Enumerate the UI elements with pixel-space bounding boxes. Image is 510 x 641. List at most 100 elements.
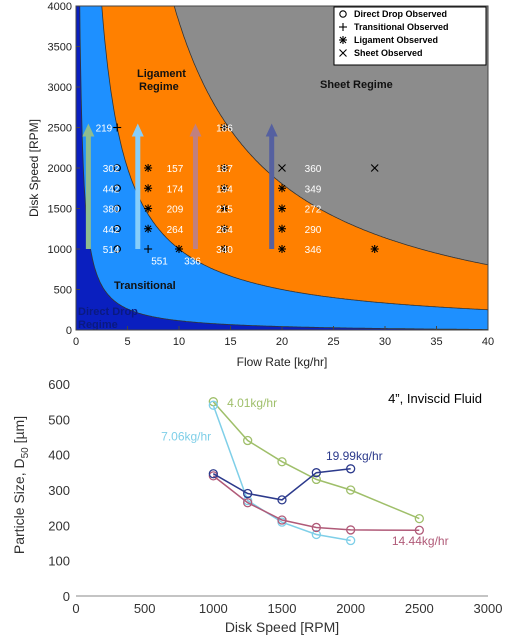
series-label: 19.99kg/hr: [326, 449, 383, 463]
point-annotation: 336: [184, 256, 201, 267]
series-label: 7.06kg/hr: [161, 430, 211, 444]
series-point: [243, 488, 253, 499]
point-annotation: 340: [216, 245, 233, 256]
point-annotation: 442: [103, 184, 120, 195]
point-annotation: 514: [103, 245, 120, 256]
data-point-asterisk: [144, 184, 153, 193]
data-point-asterisk: [220, 224, 229, 233]
data-point-asterisk: [144, 164, 153, 172]
point-annotation: 209: [167, 205, 184, 216]
series-point: [414, 513, 424, 524]
chart1-x-tick-label: 0: [73, 336, 79, 348]
series-label: 14.44kg/hr: [392, 534, 449, 548]
chart1-y-tick-label: 2500: [48, 123, 72, 135]
legend-box: [333, 6, 487, 66]
chart2-y-tick-label: 0: [63, 589, 70, 604]
chart2-y-tick-label: 200: [48, 518, 70, 533]
series-point: [311, 468, 321, 478]
data-point-circle: [113, 184, 121, 193]
point-annotation: 302: [103, 164, 120, 175]
chart2-x-tick-label: 0: [72, 601, 79, 616]
chart2-x-tick-label: 1500: [268, 601, 297, 616]
legend-marker-circle: [339, 10, 347, 18]
data-point-circle: [113, 245, 121, 253]
point-annotation: 186: [216, 124, 233, 135]
region-label-direct-drop-line1: Direct Drop: [78, 306, 138, 318]
chart1-x-tick-label: 35: [430, 336, 442, 348]
point-annotation: 187: [216, 164, 233, 175]
data-point-asterisk: [220, 164, 229, 172]
series-point: [346, 485, 356, 495]
series-label: 4.01kg/hr: [227, 396, 277, 410]
series-point: [311, 529, 321, 540]
series-point: [414, 525, 424, 535]
trend-arrow-head-3: [189, 123, 202, 137]
point-annotation: 215: [216, 205, 233, 216]
chart1-x-tick-label: 40: [482, 336, 494, 348]
chart2-y-axis-label: Particle Size, D50 [µm]: [11, 416, 31, 554]
point-annotation: 157: [167, 164, 184, 175]
data-point-asterisk: [278, 224, 286, 233]
chart1-y-tick-label: 0: [66, 325, 72, 337]
chart2-y-tick-label: 600: [48, 377, 70, 392]
point-annotation: 264: [167, 225, 184, 236]
chart1-x-tick-label: 15: [224, 336, 236, 348]
data-point-circle: [113, 225, 121, 233]
chart2-x-tick-label: 2000: [336, 601, 365, 616]
series-point: [208, 400, 218, 410]
series-line: [212, 404, 351, 542]
data-point-asterisk: [220, 204, 229, 213]
series-point: [346, 525, 356, 535]
chart1-y-tick-label: 3000: [48, 82, 72, 94]
legend-entry-label: Transitional Observed: [354, 22, 449, 32]
point-annotation: 380: [103, 205, 120, 216]
chart1-legend: Direct Drop Observed Transitional Observe…: [333, 6, 487, 66]
point-annotation: 174: [167, 184, 184, 195]
point-annotation: 346: [305, 245, 322, 256]
chart1-x-tick-label: 20: [276, 336, 288, 348]
data-point-circle: [113, 164, 121, 172]
chart1-y-tick-label: 1500: [48, 204, 72, 216]
chart1-y-tick-label: 500: [54, 285, 72, 297]
chart2-y-axis-label-unit: [µm]: [11, 416, 27, 447]
series-point: [311, 522, 321, 533]
point-annotation: 360: [305, 164, 322, 175]
chart2-x-tick-label: 3000: [474, 601, 503, 616]
series-4-01kg-hr: [208, 397, 424, 524]
region-sheet: [174, 6, 488, 265]
data-point-cross: [370, 164, 379, 172]
chart1-y-tick-label: 2000: [48, 163, 72, 175]
series-point: [243, 435, 253, 446]
chart1-x-tick-label: 10: [173, 336, 185, 348]
particle-size-chart: 0 500 1000 1500 2000 2500 3000 0 100 200 300 400 500…: [0, 370, 510, 641]
flow-regime-chart: 219 302 442 380 442 514 157 174 209 264 551 336 186 1…: [27, 1, 494, 369]
legend-entry-label: Direct Drop Observed: [354, 9, 447, 19]
data-point-asterisk: [144, 224, 153, 233]
series-point: [243, 498, 253, 508]
point-annotation: 290: [305, 225, 322, 236]
legend-marker-asterisk: [339, 36, 347, 44]
data-point-asterisk: [278, 184, 286, 193]
chart2-x-tick-label: 2500: [405, 601, 434, 616]
chart2-y-axis-label-subscript: 50: [20, 447, 31, 459]
series-point: [208, 469, 218, 479]
data-point-asterisk: [220, 184, 229, 193]
series-19-99kg-hr: [208, 464, 356, 505]
data-point-circle: [113, 204, 121, 213]
chart2-y-tick-label: 400: [48, 448, 70, 463]
data-point-asterisk: [175, 245, 183, 253]
region-label-transitional: Transitional: [114, 280, 176, 292]
chart2-x-axis-label: Disk Speed [RPM]: [225, 619, 339, 635]
chart1-x-tick-label: 5: [124, 336, 130, 348]
chart2-inset-label: 4”, Inviscid Fluid: [388, 391, 482, 406]
data-point-plus: [113, 123, 122, 132]
data-point-asterisk: [220, 245, 229, 253]
chart1-y-tick-label: 3500: [48, 42, 72, 54]
chart1-y-tick-label: 4000: [48, 1, 72, 13]
chart2-y-tick-label: 500: [48, 412, 70, 427]
series-point: [277, 515, 287, 525]
legend-marker-plus: [339, 23, 347, 31]
point-annotation: 219: [96, 124, 113, 135]
data-point-asterisk: [220, 123, 229, 132]
chart2-y-axis-label-main: Particle Size, D: [11, 458, 27, 554]
